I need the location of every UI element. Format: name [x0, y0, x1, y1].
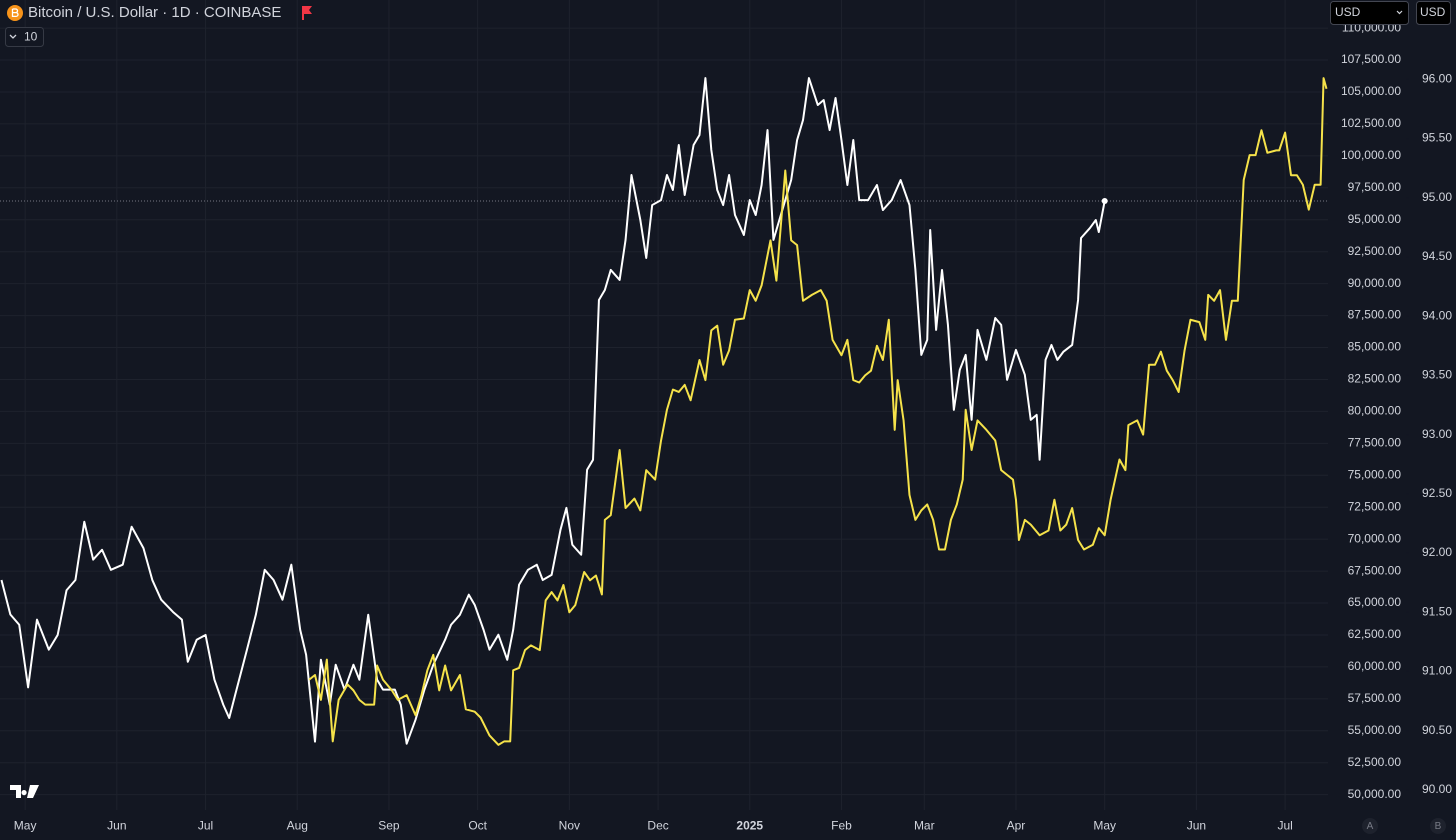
currency-scale-label[interactable]: USD — [1420, 5, 1446, 19]
x-tick-label: Aug — [287, 819, 308, 833]
x-tick-label: Jun — [1187, 819, 1206, 833]
y-tick-label: 97,500.00 — [1348, 180, 1402, 194]
chevron — [1396, 10, 1403, 15]
y-tick-label: 100,000.00 — [1341, 148, 1401, 162]
y-tick-label: 87,500.00 — [1348, 308, 1402, 322]
x-tick-label: Apr — [1007, 819, 1026, 833]
x-tick-label: Jul — [198, 819, 213, 833]
y-tick-label: 80,000.00 — [1348, 404, 1402, 418]
y2-tick-label: 95.50 — [1422, 131, 1452, 145]
scale-b[interactable]: B — [1435, 821, 1442, 832]
y2-tick-label: 92.00 — [1422, 545, 1452, 559]
y-tick-label: 85,000.00 — [1348, 340, 1402, 354]
y-tick-label: 67,500.00 — [1348, 563, 1402, 577]
x-tick-label: Jun — [107, 819, 126, 833]
scale-button[interactable] — [1430, 818, 1446, 834]
x-tick-label: Sep — [378, 819, 400, 833]
y2-tick-label: 90.00 — [1422, 782, 1452, 796]
x-tick-label: May — [1093, 819, 1116, 833]
series-line — [0, 77, 1106, 745]
x-tick-label: Jul — [1277, 819, 1292, 833]
y-tick-label: 102,500.00 — [1341, 116, 1401, 130]
y-tick-label: 95,000.00 — [1348, 212, 1402, 226]
y-tick-label: 55,000.00 — [1348, 723, 1402, 737]
bitcoin-glyph — [11, 8, 19, 18]
currency-menu-label[interactable]: USD — [1335, 5, 1361, 19]
y2-tick-label: 94.00 — [1422, 308, 1452, 322]
indicator-toggle[interactable] — [5, 27, 44, 47]
x-tick-label: May — [14, 819, 37, 833]
x-tick-label: Oct — [468, 819, 487, 833]
y2-tick-label: 95.00 — [1422, 190, 1452, 204]
y-tick-label: 105,000.00 — [1341, 84, 1401, 98]
currency-scale[interactable] — [1416, 1, 1451, 25]
y-tick-label: 52,500.00 — [1348, 755, 1402, 769]
y-tick-label: 82,500.00 — [1348, 372, 1402, 386]
flag-icon[interactable] — [302, 6, 312, 20]
y-tick-label: 77,500.00 — [1348, 435, 1402, 449]
y-tick-label: 92,500.00 — [1348, 244, 1402, 258]
x-tick-label: Nov — [559, 819, 580, 833]
y2-tick-label: 94.50 — [1422, 249, 1452, 263]
y2-tick-label: 91.50 — [1422, 604, 1452, 618]
x-tick-label: 2025 — [736, 819, 763, 833]
axes: 50,000.00 52,500.00 55,000.00 57,500.00 60,0… — [14, 20, 1453, 832]
y2-tick-label: 90.50 — [1422, 723, 1452, 737]
last-price-dot — [1101, 197, 1108, 204]
y-tick-label: 107,500.00 — [1341, 52, 1401, 66]
chevron — [9, 34, 17, 39]
y2-tick-label: 93.50 — [1422, 368, 1452, 382]
grid — [0, 0, 1328, 810]
x-tick-label: Dec — [647, 819, 668, 833]
y2-tick-label: 92.50 — [1422, 486, 1452, 500]
scale-button[interactable] — [1362, 818, 1378, 834]
y-tick-label: 62,500.00 — [1348, 627, 1402, 641]
plot — [0, 77, 1328, 746]
y-tick-label: 50,000.00 — [1348, 787, 1402, 801]
x-tick-label: Mar — [914, 819, 935, 833]
symbol-title[interactable]: Bitcoin / U.S. Dollar · 1D · COINBASE — [28, 4, 281, 21]
y-tick-label: 60,000.00 — [1348, 659, 1402, 673]
y-tick-label: 90,000.00 — [1348, 276, 1402, 290]
y2-tick-label: 93.00 — [1422, 427, 1452, 441]
y2-tick-label: 91.00 — [1422, 664, 1452, 678]
y-tick-label: 57,500.00 — [1348, 691, 1402, 705]
scale-a[interactable]: A — [1367, 821, 1374, 832]
tradingview-logo[interactable] — [10, 785, 39, 798]
y2-tick-label: 96.00 — [1422, 72, 1452, 86]
y-tick-label: 65,000.00 — [1348, 595, 1402, 609]
y-tick-label: 70,000.00 — [1348, 531, 1402, 545]
y-tick-label: 72,500.00 — [1348, 499, 1402, 513]
currency-menu[interactable] — [1330, 1, 1409, 25]
series-line — [308, 77, 1328, 746]
x-tick-label: Feb — [831, 819, 852, 833]
price-axis-panel — [1328, 0, 1456, 810]
indicator-count[interactable]: 10 — [24, 30, 38, 44]
y-tick-label: 75,000.00 — [1348, 467, 1402, 481]
